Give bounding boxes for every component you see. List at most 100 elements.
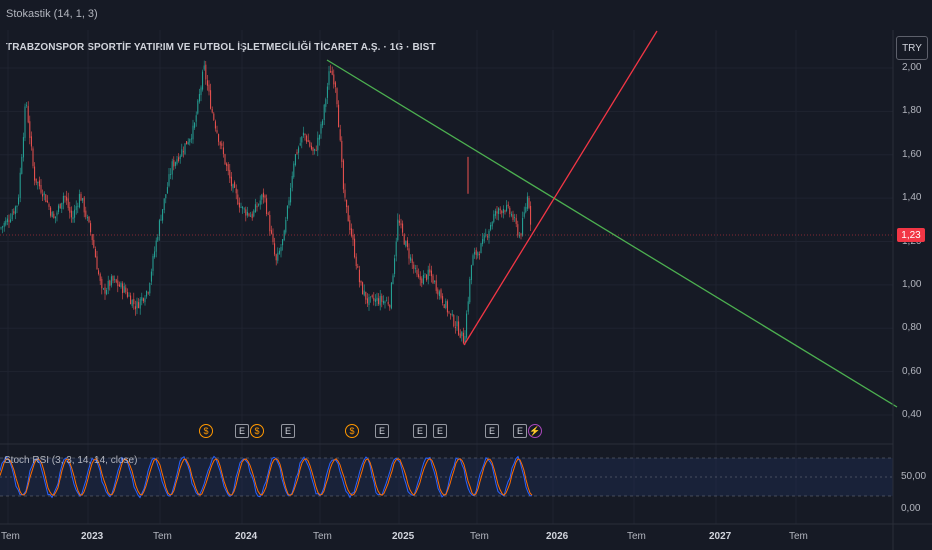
candle-body — [322, 120, 324, 126]
candle-body — [88, 216, 90, 223]
stoch-rsi-label[interactable]: Stoch RSI (3, 3, 14, 14, close) — [4, 455, 138, 466]
earnings-marker-icon[interactable]: E — [485, 424, 499, 438]
candle-body — [462, 332, 464, 344]
candle-body — [270, 230, 272, 234]
time-tick-year: 2023 — [81, 531, 104, 542]
candle-body — [2, 226, 4, 228]
candle-body — [403, 234, 405, 245]
candle-body — [11, 213, 13, 220]
candle-body — [86, 216, 88, 219]
candle-body — [408, 248, 410, 259]
candle-body — [355, 256, 357, 267]
candle-body — [67, 198, 69, 208]
candle-body — [515, 218, 517, 224]
candle-body — [358, 269, 360, 283]
candle-body — [450, 313, 452, 315]
candle-body — [474, 251, 476, 255]
candle-body — [320, 124, 322, 134]
candle-body — [384, 301, 386, 304]
candle-body — [118, 284, 120, 287]
candle-body — [238, 202, 240, 208]
dividend-marker-icon[interactable]: $ — [250, 424, 264, 438]
candle-body — [122, 283, 124, 294]
dividend-marker-icon[interactable]: $ — [345, 424, 359, 438]
candle-body — [357, 266, 359, 268]
candle-body — [101, 278, 103, 289]
candle-body — [134, 306, 136, 310]
candle-body — [318, 135, 320, 140]
candle-body — [378, 298, 380, 305]
candle-body — [168, 174, 170, 186]
time-tick-month: Tem — [313, 531, 332, 542]
candle-body — [488, 230, 490, 238]
earnings-marker-icon[interactable]: E — [433, 424, 447, 438]
candle-body — [82, 198, 84, 201]
candle-body — [210, 90, 212, 109]
candle-body — [427, 269, 429, 280]
earnings-marker-icon[interactable]: E — [375, 424, 389, 438]
candle-body — [152, 256, 154, 271]
candle-body — [254, 204, 256, 213]
candle-body — [523, 212, 525, 217]
candle-body — [413, 264, 415, 269]
candle-body — [475, 249, 477, 255]
price-tick: 0,60 — [902, 365, 922, 377]
last-price-badge: 1,23 — [897, 228, 925, 242]
candle-body — [74, 209, 76, 218]
candle-body — [170, 174, 172, 175]
indicator-header-label[interactable]: Stokastik (14, 1, 3) — [6, 8, 98, 20]
candle-body — [288, 200, 290, 206]
candle-body — [317, 137, 319, 151]
candle-body — [478, 254, 480, 255]
candle-body — [26, 104, 28, 106]
candle-body — [451, 313, 453, 316]
price-tick: 1,80 — [902, 105, 922, 117]
candle-body — [387, 301, 389, 305]
time-tick-year: 2024 — [235, 531, 258, 542]
candle-body — [75, 206, 77, 210]
candle-body — [120, 282, 122, 288]
candle-body — [438, 291, 440, 297]
candle-body — [208, 84, 210, 92]
candle-body — [397, 219, 399, 241]
earnings-marker-icon[interactable]: E — [413, 424, 427, 438]
candle-body — [160, 219, 162, 221]
candle-body — [467, 301, 469, 312]
candle-body — [226, 163, 228, 166]
earnings-marker-icon[interactable]: E — [235, 424, 249, 438]
candle-body — [27, 106, 29, 123]
candle-body — [224, 154, 226, 165]
candle-body — [99, 274, 101, 281]
split-marker-icon[interactable]: ⚡ — [528, 424, 542, 438]
candle-body — [501, 210, 503, 214]
uptrend-line[interactable] — [463, 30, 658, 346]
candle-body — [262, 192, 264, 198]
candle-body — [352, 234, 354, 240]
candle-body — [350, 228, 352, 236]
candle-body — [483, 235, 485, 242]
candle-body — [520, 233, 522, 236]
candle-body — [16, 205, 18, 208]
dividend-marker-icon[interactable]: $ — [199, 424, 213, 438]
candle-body — [379, 296, 381, 306]
earnings-marker-icon[interactable]: E — [281, 424, 295, 438]
candle-body — [392, 275, 394, 285]
candle-body — [203, 65, 205, 70]
candle-body — [138, 302, 140, 309]
downtrend-line[interactable] — [326, 59, 898, 408]
candle-body — [125, 287, 127, 293]
candle-body — [528, 198, 530, 208]
candle-body — [315, 149, 317, 151]
candle-body — [382, 301, 384, 304]
candle-body — [326, 86, 328, 98]
candle-body — [53, 213, 55, 218]
candle-body — [194, 122, 196, 128]
earnings-marker-icon[interactable]: E — [513, 424, 527, 438]
currency-button[interactable]: TRY — [896, 36, 928, 60]
candle-body — [197, 100, 199, 114]
candle-body — [166, 187, 168, 194]
candle-body — [61, 202, 63, 210]
candle-body — [187, 142, 189, 145]
stoch-d-line — [0, 458, 533, 496]
